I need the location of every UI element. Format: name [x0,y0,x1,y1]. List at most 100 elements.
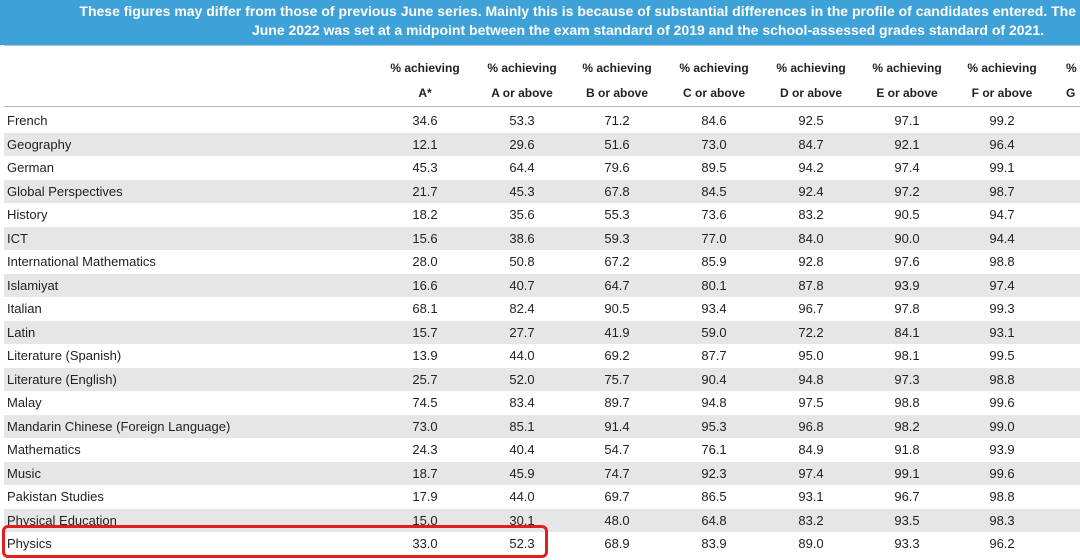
column-header-top: % achieving [679,61,749,75]
column-header: % achieving A or above [477,56,567,106]
percentage-cell: 96.7 [798,301,824,316]
table-row: Mathematics 24.3 40.4 54.7 76.1 84.9 91.8 93.9 [4,438,1080,461]
column-header-bottom: B or above [585,86,648,100]
percentage-cell: 12.1 [412,136,438,152]
percentage-cell: 93.1 [798,489,824,504]
table-row: Islamiyat 16.6 40.7 64.7 80.1 87.8 93.9 97.4 [4,273,1080,297]
percentage-cell: 96.7 [894,489,920,504]
percentage-cell: 97.3 [894,371,920,387]
percentage-cell: 18.2 [412,207,438,222]
table-row: Pakistan Studies 17.9 44.0 69.7 86.5 93.1 96.7… [4,485,1080,508]
column-header: % achieving C or above [669,56,759,106]
percentage-cell: 68.1 [412,301,438,316]
percentage-cell: 45.3 [509,183,535,199]
percentage-cell: 29.6 [509,136,535,152]
percentage-cell: 52.3 [509,536,535,551]
column-header-top: % achieving [487,61,557,75]
percentage-cell: 96.8 [798,418,824,434]
column-header: % achieving A* [380,56,470,106]
percentage-cell: 21.7 [412,183,438,199]
percentage-cell: 99.1 [989,160,1015,175]
percentage-cell: 83.2 [798,512,824,528]
percentage-cell: 54.7 [604,442,630,457]
percentage-cell: 97.4 [798,465,824,481]
percentage-cell: 90.5 [604,301,630,316]
percentage-cell: 96.4 [989,136,1015,152]
percentage-cell: 99.6 [989,465,1015,481]
percentage-cell: 89.5 [701,160,727,175]
percentage-cell: 84.6 [701,113,727,128]
subject-name: ICT [7,230,28,246]
percentage-cell: 98.8 [894,395,920,410]
table-row: Music 18.7 45.9 74.7 92.3 97.4 99.1 99.6 [4,461,1080,485]
percentage-cell: 98.2 [894,418,920,434]
percentage-cell: 80.1 [701,277,727,293]
table-row: Physical Education 15.0 30.1 48.0 64.8 83.2 93… [4,508,1080,532]
percentage-cell: 99.3 [989,301,1015,316]
percentage-cell: 33.0 [412,536,438,551]
percentage-cell: 16.6 [412,277,438,293]
percentage-cell: 79.6 [604,160,630,175]
percentage-cell: 71.2 [604,113,630,128]
percentage-cell: 93.9 [894,277,920,293]
percentage-cell: 45.9 [509,465,535,481]
percentage-cell: 67.8 [604,183,630,199]
percentage-cell: 98.1 [894,348,920,363]
percentage-cell: 24.3 [412,442,438,457]
column-header: % G [1066,56,1080,106]
percentage-cell: 44.0 [509,489,535,504]
subject-name: Pakistan Studies [7,489,104,504]
percentage-cell: 69.7 [604,489,630,504]
table-row: International Mathematics 28.0 50.8 67.2 85.… [4,250,1080,273]
column-header-bottom: E or above [876,86,938,100]
column-header: % achieving B or above [572,56,662,106]
table-row: Mandarin Chinese (Foreign Language) 73.0 8… [4,414,1080,438]
percentage-cell: 76.1 [701,442,727,457]
percentage-cell: 97.4 [894,160,920,175]
percentage-cell: 98.8 [989,371,1015,387]
percentage-cell: 44.0 [509,348,535,363]
percentage-cell: 94.7 [989,207,1015,222]
subject-name: Global Perspectives [7,183,123,199]
column-header-bottom: A* [418,86,432,100]
subject-name: History [7,207,48,222]
percentage-cell: 86.5 [701,489,727,504]
percentage-cell: 97.6 [894,254,920,269]
subject-name: Music [7,465,41,481]
column-header-bottom: D or above [779,86,842,100]
column-header-bottom: F or above [971,86,1033,100]
percentage-cell: 92.5 [798,113,824,128]
percentage-cell: 17.9 [412,489,438,504]
percentage-cell: 94.4 [989,230,1015,246]
column-header-top: % achieving [390,61,460,75]
table-row: French 34.6 53.3 71.2 84.6 92.5 97.1 99.2 [4,109,1080,132]
subject-name: Islamiyat [7,277,59,293]
percentage-cell: 84.0 [798,230,824,246]
percentage-cell: 94.2 [798,160,824,175]
percentage-cell: 59.3 [604,230,630,246]
percentage-cell: 87.8 [798,277,824,293]
table-row: Geography 12.1 29.6 51.6 73.0 84.7 92.1 96.4 [4,132,1080,156]
percentage-cell: 97.5 [798,395,824,410]
percentage-cell: 83.4 [509,395,535,410]
percentage-cell: 84.7 [798,136,824,152]
subject-name: French [7,113,48,128]
percentage-cell: 93.5 [894,512,920,528]
percentage-cell: 82.4 [509,301,535,316]
percentage-cell: 92.1 [894,136,920,152]
percentage-cell: 74.7 [604,465,630,481]
percentage-cell: 75.7 [604,371,630,387]
percentage-cell: 96.2 [989,536,1015,551]
percentage-cell: 38.6 [509,230,535,246]
table-row: Literature (English) 25.7 52.0 75.7 90.4 94.8… [4,367,1080,391]
percentage-cell: 99.0 [989,418,1015,434]
percentage-cell: 68.9 [604,536,630,551]
subject-name: Latin [7,324,36,340]
subject-name: Literature (English) [7,371,117,387]
percentage-cell: 93.9 [989,442,1015,457]
percentage-cell: 92.8 [798,254,824,269]
header-divider [4,106,1080,107]
percentage-cell: 15.6 [412,230,438,246]
percentage-cell: 64.7 [604,277,630,293]
banner-line-2: June 2022 was set at a midpoint between … [251,22,1044,38]
